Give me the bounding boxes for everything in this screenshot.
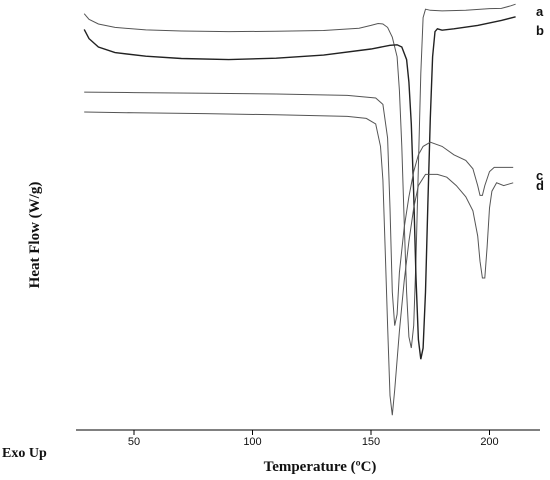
x-tick-label: 150 [362,436,380,448]
series-a-curve [83,3,516,349]
series-c-curve [84,91,514,326]
x-axis: 50 100 150 200 [76,429,540,448]
x-tick-label: 200 [480,436,498,448]
series-label-b: b [536,23,544,38]
series-label-d: d [536,178,544,193]
x-tick-label: 100 [243,436,261,448]
series-d-curve [84,111,514,416]
exo-up-label: Exo Up [2,446,47,461]
y-axis-title: Heat Flow (W/g) [27,182,43,289]
series-label-c: c [536,168,543,183]
curves-group [83,3,516,416]
series-labels: ab cd [536,4,544,193]
series-label-a: a [536,4,544,19]
series-b-curve [83,16,516,360]
x-tick-label: 50 [128,436,140,448]
x-axis-title: Temperature (ºC) [264,459,377,475]
